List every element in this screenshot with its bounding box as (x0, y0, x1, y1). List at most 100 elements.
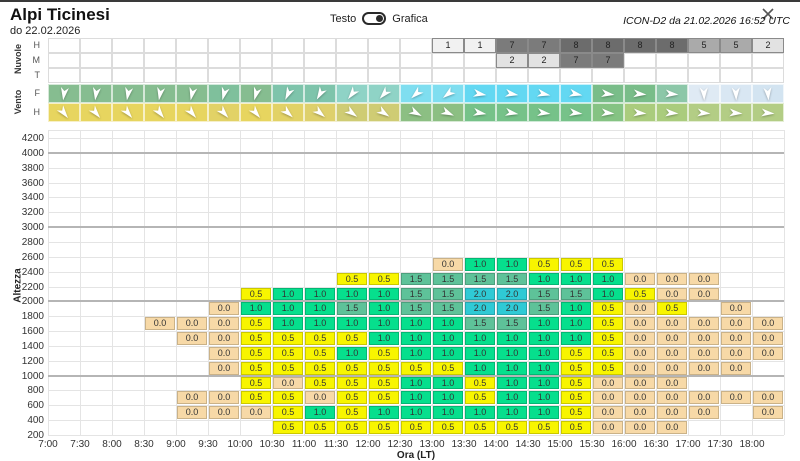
thermal-cell: 0.5 (337, 421, 367, 434)
thermal-cell: 1.0 (369, 332, 399, 345)
thermal-cell: 1.0 (561, 302, 591, 316)
wind-cell (208, 84, 240, 103)
chart-gridline-horizontal (48, 286, 784, 288)
chart-gridline-horizontal (48, 226, 784, 229)
cloud-cell (624, 68, 656, 83)
thermal-cell: 1.0 (305, 287, 335, 301)
thermal-cell: 0.5 (337, 406, 367, 420)
thermal-cell: 1.5 (465, 317, 495, 331)
toggle-switch[interactable] (362, 12, 387, 25)
thermal-cell: 1.0 (401, 376, 431, 390)
thermal-cell: 0.5 (561, 257, 591, 271)
wind-arrow-icon (665, 107, 679, 116)
time-axis-label: Ora (LT) (396, 450, 436, 461)
thermal-cell: 0.0 (721, 317, 751, 331)
thermal-cell: 0.0 (657, 332, 687, 345)
thermal-cell: 0.5 (497, 421, 527, 434)
wind-arrow-icon (665, 88, 679, 97)
thermal-cell: 0.0 (689, 272, 719, 286)
thermal-cell: 0.0 (209, 332, 239, 345)
thermal-cell: 1.0 (561, 332, 591, 345)
cloud-cell (112, 53, 144, 68)
wind-arrow-icon (763, 86, 772, 100)
thermal-cell: 1.5 (401, 287, 431, 301)
cloud-cell: 7 (496, 38, 528, 53)
chart-frame-top (48, 130, 784, 131)
chart-gridline-horizontal (48, 138, 784, 139)
cloud-cell (48, 68, 80, 83)
cloud-cell (272, 38, 304, 53)
thermal-cell: 2.0 (465, 287, 495, 301)
cloud-row-label: H (33, 40, 41, 50)
wind-cell (560, 103, 592, 122)
chart-gridline-horizontal (48, 167, 784, 169)
x-tick-label: 10:30 (259, 439, 285, 450)
wind-arrow-icon (157, 86, 166, 100)
x-tick-label: 16:30 (643, 439, 669, 450)
thermal-cell: 0.0 (625, 332, 655, 345)
chart-gridline-vertical (48, 130, 49, 435)
cloud-cell (400, 68, 432, 83)
chart-gridline-vertical (560, 130, 561, 435)
thermal-cell: 1.5 (433, 272, 463, 286)
cloud-cell (720, 53, 752, 68)
wind-section-label: Vento (13, 89, 23, 115)
thermal-cell: 0.0 (273, 376, 303, 390)
cloud-cell (176, 38, 208, 53)
thermal-cell: 0.5 (593, 346, 623, 360)
thermal-cell: 1.0 (529, 391, 559, 405)
wind-cell (48, 103, 80, 122)
x-tick-label: 12:00 (355, 439, 381, 450)
chart-gridline-vertical (496, 130, 497, 435)
thermal-cell: 1.5 (401, 272, 431, 286)
thermal-cell: 0.0 (657, 346, 687, 360)
thermal-cell: 0.5 (273, 361, 303, 375)
wind-cell (48, 84, 80, 103)
thermal-cell: 1.5 (337, 302, 367, 316)
thermal-cell: 0.5 (593, 361, 623, 375)
wind-arrow-icon (316, 85, 327, 100)
view-mode-toggle[interactable]: Testo Grafica (330, 12, 428, 25)
wind-arrow-icon (536, 88, 551, 97)
cloud-cell (304, 53, 336, 68)
chart-gridline-horizontal (48, 271, 784, 273)
wind-cell (592, 84, 624, 103)
cloud-cell (432, 68, 464, 83)
thermal-cell: 0.0 (625, 421, 655, 434)
wind-cell (400, 84, 432, 103)
thermal-cell: 0.5 (465, 376, 495, 390)
y-tick-label: 1000 (21, 370, 44, 382)
thermal-cell: 0.5 (241, 332, 271, 345)
thermal-cell: 0.0 (593, 391, 623, 405)
toggle-label-grafica[interactable]: Grafica (392, 12, 428, 25)
cloud-cell: 8 (656, 38, 688, 53)
thermal-cell: 1.0 (401, 406, 431, 420)
thermal-cell: 0.0 (689, 332, 719, 345)
cloud-cell (176, 53, 208, 68)
thermal-cell: 0.0 (689, 346, 719, 360)
wind-cell (80, 103, 112, 122)
cloud-cell (528, 68, 560, 83)
thermal-cell: 0.0 (625, 272, 655, 286)
cloud-cell (688, 53, 720, 68)
wind-arrow-icon (253, 86, 262, 100)
thermal-cell: 2.0 (465, 302, 495, 316)
thermal-cell: 0.5 (241, 287, 271, 301)
close-icon[interactable] (760, 6, 776, 22)
cloud-cell (144, 68, 176, 83)
wind-cell (688, 103, 720, 122)
wind-arrow-icon (731, 86, 740, 100)
cloud-cell (208, 38, 240, 53)
chart-gridline-horizontal (48, 212, 784, 214)
thermal-cell: 0.5 (561, 391, 591, 405)
x-tick-label: 8:30 (134, 439, 154, 450)
cloud-cell: 7 (528, 38, 560, 53)
x-tick-label: 9:00 (166, 439, 186, 450)
wind-arrow-icon (379, 85, 392, 99)
wind-arrow-icon (221, 86, 230, 100)
thermal-cell: 0.0 (625, 361, 655, 375)
thermal-cell: 0.0 (657, 406, 687, 420)
toggle-label-testo[interactable]: Testo (330, 12, 357, 25)
thermal-cell: 0.0 (753, 317, 783, 331)
thermal-cell: 0.0 (721, 332, 751, 345)
